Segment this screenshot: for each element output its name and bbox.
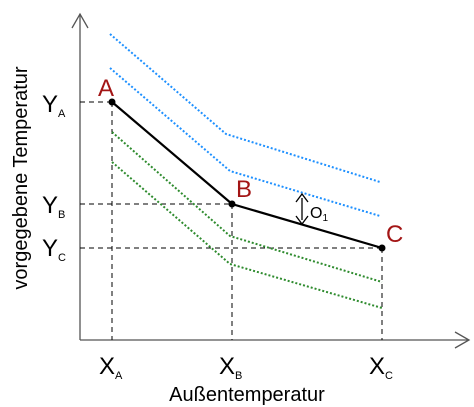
point-a-dot	[108, 98, 116, 106]
point-b-label: B	[236, 176, 252, 203]
x-tick-c: XC	[369, 353, 393, 382]
x-axis-arrow	[454, 331, 471, 349]
y-tick-c: YC	[42, 235, 66, 264]
y-tick-b: YB	[42, 192, 65, 221]
upper-curve-1	[109, 33, 381, 183]
upper-curve-2	[109, 67, 381, 217]
x-tick-b: XB	[219, 353, 242, 382]
upper-offset-curves	[109, 33, 381, 217]
lower-offset-curves	[111, 131, 383, 309]
y-axis-label: vorgegebene Temperatur	[10, 66, 32, 289]
x-tick-a: XA	[99, 353, 123, 382]
offset-arrow-head-top	[295, 192, 309, 203]
main-curve	[111, 101, 383, 250]
y-axis-arrow	[71, 12, 89, 29]
offset-label: O1	[310, 205, 328, 224]
offset-arrow-head-bottom	[295, 215, 309, 226]
point-b-dot	[228, 200, 236, 208]
point-c-dot	[378, 244, 386, 252]
x-axis-label: Außentemperatur	[169, 384, 325, 406]
y-tick-a: YA	[42, 91, 66, 120]
guide-lines	[80, 101, 383, 340]
point-a-label: A	[98, 75, 114, 102]
point-c-label: C	[386, 221, 403, 248]
lower-curve-1	[111, 131, 383, 283]
lower-curve-2	[111, 161, 383, 309]
